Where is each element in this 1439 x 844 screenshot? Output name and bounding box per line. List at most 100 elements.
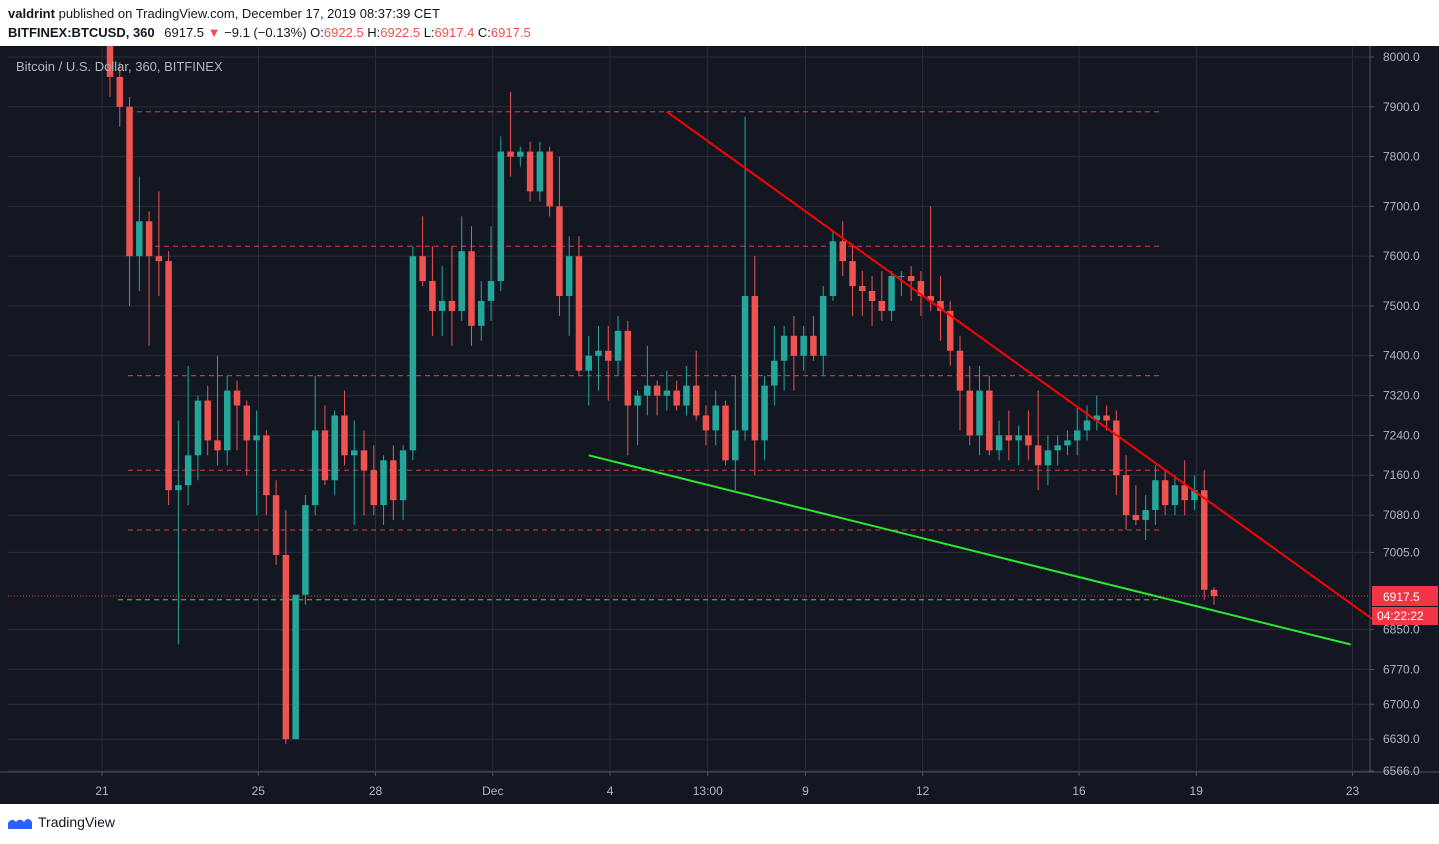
candle-body xyxy=(136,221,143,257)
candle-body xyxy=(311,430,319,506)
ohlc-legend: BITFINEX:BTCUSD, 360 6917.5 ▼ −9.1 (−0.1… xyxy=(8,25,531,40)
candle-body xyxy=(595,350,602,356)
candle-body xyxy=(849,261,856,287)
candle-body xyxy=(1103,415,1110,421)
candle-body xyxy=(1210,589,1218,596)
candle-body xyxy=(624,330,632,406)
candle-body xyxy=(1005,435,1013,441)
tradingview-logo[interactable]: TradingView xyxy=(8,814,115,830)
candle-body xyxy=(683,385,690,406)
candle-body xyxy=(898,276,905,278)
candle-body xyxy=(1054,445,1061,451)
candle-body xyxy=(741,295,749,431)
y-tick-label: 7320.0 xyxy=(1383,389,1420,403)
candle-body xyxy=(859,286,866,292)
candle-body xyxy=(1083,420,1091,431)
candle-body xyxy=(1073,430,1081,441)
candle-body xyxy=(1171,485,1179,506)
candle-body xyxy=(204,400,211,441)
candle-body xyxy=(1122,475,1130,516)
candle-body xyxy=(732,430,739,461)
y-tick-label: 7700.0 xyxy=(1383,199,1420,213)
candle-body xyxy=(1113,420,1120,476)
candle-body xyxy=(1142,510,1149,521)
candle-body xyxy=(1034,445,1042,466)
candle-body xyxy=(839,241,846,262)
y-tick-label: 7080.0 xyxy=(1383,508,1420,522)
candle-body xyxy=(233,390,241,406)
last-price-tag xyxy=(1372,585,1438,606)
candle-body xyxy=(546,151,553,207)
y-tick-label: 7800.0 xyxy=(1383,150,1420,164)
last-price-tag-label: 6917.5 xyxy=(1383,590,1420,604)
candle-body xyxy=(634,395,641,406)
candle-body xyxy=(878,300,886,311)
x-tick-label: 21 xyxy=(95,784,109,798)
y-tick-label: 7900.0 xyxy=(1383,100,1420,114)
candle-body xyxy=(976,390,983,436)
y-tick-label: 7160.0 xyxy=(1383,468,1420,482)
candle-body xyxy=(1044,450,1052,466)
candle-body xyxy=(917,281,925,296)
y-tick-label: 7240.0 xyxy=(1383,428,1420,442)
candle-body xyxy=(360,450,368,471)
candle-body xyxy=(565,256,573,296)
candle-body xyxy=(429,281,436,311)
candle-body xyxy=(145,221,153,257)
candle-body xyxy=(526,151,534,192)
x-tick-label: 16 xyxy=(1072,784,1086,798)
candle-body xyxy=(956,350,964,391)
candle-body xyxy=(644,385,651,396)
candle-body xyxy=(819,295,827,356)
candle-body xyxy=(868,291,876,301)
candle-body xyxy=(692,385,700,416)
y-tick-label: 7600.0 xyxy=(1383,249,1420,263)
open-label: O: xyxy=(310,25,324,40)
candle-body xyxy=(292,594,299,740)
candle-body xyxy=(126,106,133,257)
candle-body xyxy=(321,430,329,481)
candle-body xyxy=(663,390,671,396)
candle-body xyxy=(829,241,837,296)
candle-body xyxy=(390,460,397,501)
author-name[interactable]: valdrint xyxy=(8,6,55,21)
horizontal-levels xyxy=(8,111,1370,601)
candle-body xyxy=(995,435,1003,451)
trendlines xyxy=(588,110,1381,646)
close-label: C: xyxy=(477,25,491,40)
chart-title: Bitcoin / U.S. Dollar, 360, BITFINEX xyxy=(16,59,223,74)
candle-body xyxy=(302,505,309,595)
chart-area[interactable]: 8000.0 7900.0 7800.0 7700.0 7600.0 7500.0 7400… xyxy=(0,46,1439,804)
axes: 8000.0 7900.0 7800.0 7700.0 7600.0 7500.0 7400… xyxy=(0,46,1439,798)
candle-body xyxy=(448,300,456,311)
symbol-label[interactable]: BITFINEX:BTCUSD, 360 xyxy=(8,25,155,40)
candle-body xyxy=(184,455,192,486)
candle-body xyxy=(1132,515,1140,521)
y-tick-label: 6850.0 xyxy=(1383,623,1420,637)
candle-body xyxy=(116,76,124,107)
candle-body xyxy=(800,335,807,356)
price-chart[interactable]: 8000.0 7900.0 7800.0 7700.0 7600.0 7500.0 7400… xyxy=(0,46,1439,804)
candle-body xyxy=(771,360,778,386)
x-tick-label: 4 xyxy=(607,784,614,798)
candle-body xyxy=(937,300,944,311)
candle-body xyxy=(517,151,524,157)
countdown-tag xyxy=(1372,606,1438,625)
candle-body xyxy=(653,385,661,396)
candle-body xyxy=(194,400,202,456)
candle-body xyxy=(751,295,759,441)
candle-body xyxy=(272,495,280,555)
candle-body xyxy=(351,450,358,456)
candle-body xyxy=(790,335,798,356)
candle-body xyxy=(986,390,993,451)
candle-body xyxy=(614,330,622,361)
candle-body xyxy=(331,415,338,481)
candle-body xyxy=(282,554,290,740)
close-value: 6917.5 xyxy=(490,25,531,40)
candle-body xyxy=(761,385,768,441)
candle-body xyxy=(1152,480,1159,511)
tradingview-logo-icon xyxy=(8,819,32,829)
candle-body xyxy=(673,390,680,406)
published-text: published on TradingView.com, December 1… xyxy=(58,6,440,21)
y-tick-label: 6566.0 xyxy=(1383,764,1420,778)
